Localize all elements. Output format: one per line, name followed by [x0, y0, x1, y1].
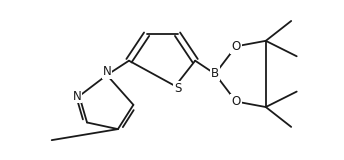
Text: O: O: [232, 95, 240, 108]
Text: N: N: [73, 89, 82, 103]
Text: B: B: [211, 67, 219, 80]
Text: S: S: [174, 82, 181, 95]
Text: N: N: [103, 65, 111, 78]
Text: O: O: [232, 40, 240, 53]
